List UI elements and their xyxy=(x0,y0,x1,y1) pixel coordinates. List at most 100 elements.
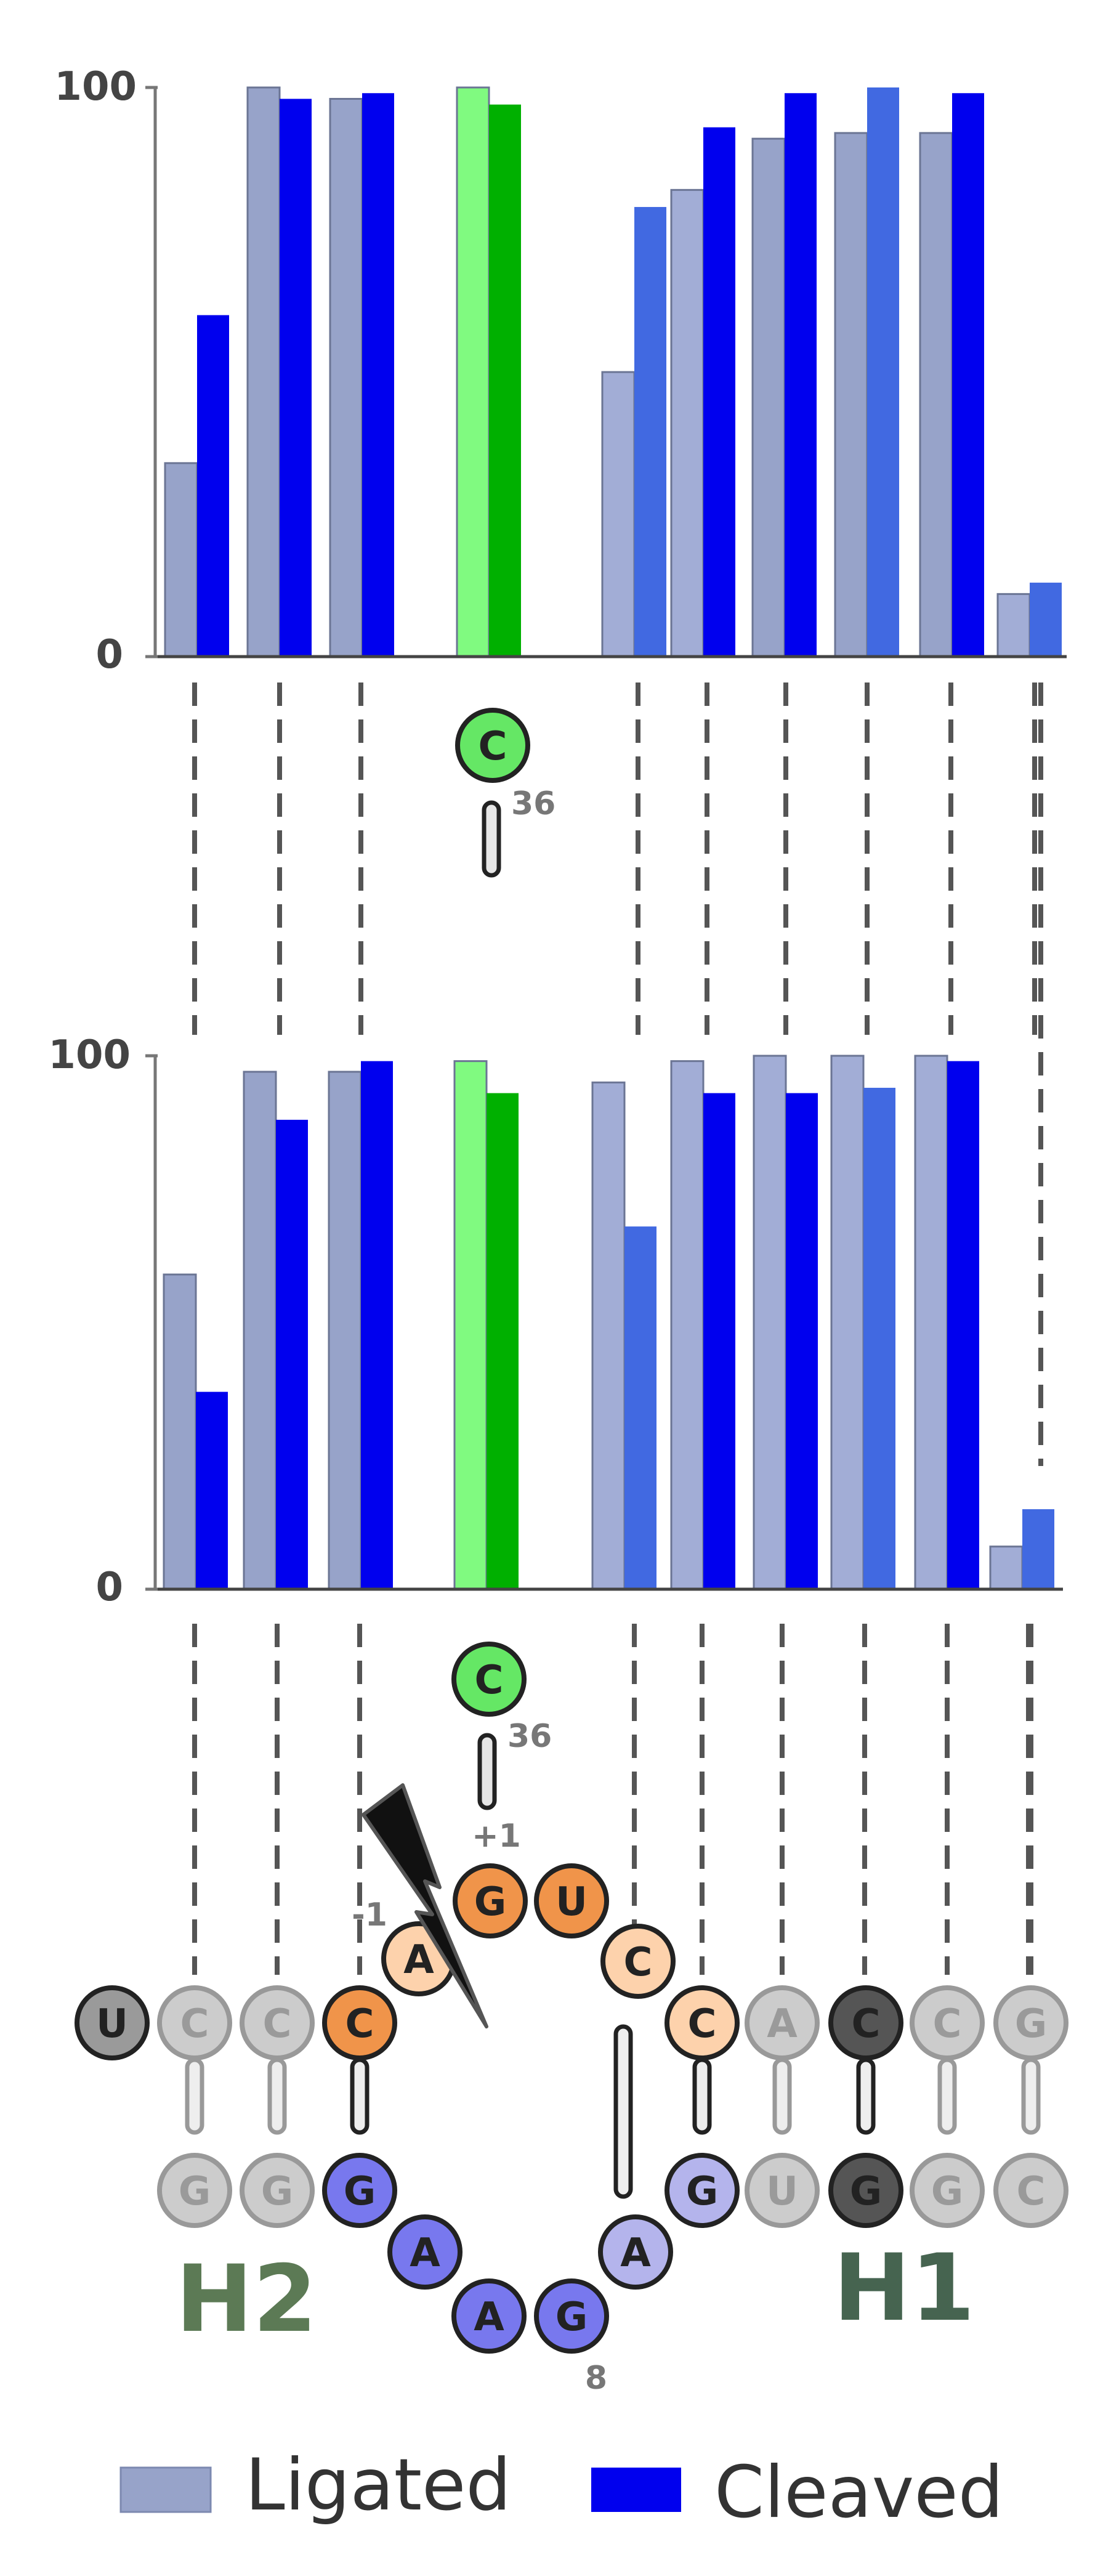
bar-cleaved xyxy=(947,1061,979,1589)
nucleotide-letter: C xyxy=(933,2001,962,2047)
nucleotide xyxy=(157,1985,232,2060)
rna-structure: U C C CAG UCC A C C GG G GAA GAG U G G C xyxy=(75,1863,1069,2354)
base-pair-bond xyxy=(1021,2057,1041,2135)
nucleotide-letter: G xyxy=(344,2169,376,2214)
nucleotide xyxy=(910,2153,985,2228)
bar-cleaved xyxy=(867,87,899,657)
nucleotide-letter: U xyxy=(96,2001,128,2047)
nucleotide-letter: C xyxy=(852,2001,881,2047)
nucleotide-letter: C xyxy=(624,1940,653,1985)
bar-ligated xyxy=(328,1071,362,1590)
nucleotide xyxy=(322,1985,397,2060)
nucleotide xyxy=(534,2278,609,2354)
h2-label: H2 xyxy=(176,2246,317,2353)
nucleotide xyxy=(665,1985,740,2060)
h1-label: H1 xyxy=(833,2235,975,2342)
bar-ligated xyxy=(243,1071,277,1590)
nucleotide xyxy=(745,1985,820,2060)
base-pair-bond xyxy=(856,2057,876,2135)
nucleotide xyxy=(910,1985,985,2060)
nucleotide-letter: G xyxy=(1015,2001,1048,2047)
bar-ligated xyxy=(246,86,281,658)
nucleotide xyxy=(600,1924,676,1999)
bar-cleaved xyxy=(487,1093,519,1589)
nucleotide xyxy=(993,2153,1069,2228)
legend-swatch-cleaved xyxy=(591,2468,681,2512)
nucleotide xyxy=(322,2153,397,2228)
chart-1-ytick-label-100: 100 xyxy=(54,64,137,110)
connector-2: C 36 +1 xyxy=(451,1642,552,1855)
bar-ligated xyxy=(163,1273,197,1590)
nucleotide xyxy=(828,2153,903,2228)
nucleotide-letter: G xyxy=(931,2169,964,2214)
base-pair-bond xyxy=(772,2057,792,2135)
bar-cleaved xyxy=(634,207,666,657)
nucleotide xyxy=(157,2153,232,2228)
legend-label-ligated: Ligated xyxy=(245,2444,511,2527)
bar-cleaved xyxy=(197,315,229,657)
nucleotide-letter: G xyxy=(179,2169,211,2214)
nucleotide-letter: C xyxy=(345,2001,374,2047)
base-pair-bond xyxy=(267,2057,287,2135)
legend-label-cleaved: Cleaved xyxy=(714,2451,1003,2534)
chart-1-ytick-label-0: 0 xyxy=(95,632,123,678)
nucleotide-letter: G xyxy=(261,2169,294,2214)
bar-ligated xyxy=(329,97,363,658)
nucleotide xyxy=(453,1863,528,1938)
base-pair-bond xyxy=(350,2057,370,2135)
base-pair-bond xyxy=(692,2057,712,2135)
nucleotide xyxy=(240,1985,315,2060)
connector-1-nucleotide xyxy=(455,708,530,783)
minus-one-label: -1 xyxy=(352,1897,387,1934)
nucleotide-letter: A xyxy=(410,2230,440,2276)
connector-2-nucleotide xyxy=(451,1642,527,1717)
nucleotide-letter: G xyxy=(850,2169,883,2214)
cleavage-lightning-icon xyxy=(362,1783,488,2028)
bar-ligated xyxy=(456,86,490,658)
nucleotide-letter: A xyxy=(403,1937,434,1983)
bar-ligated xyxy=(164,462,198,658)
bar-cleaved xyxy=(786,1093,818,1589)
nucleotide xyxy=(828,1985,903,2060)
chart-2-ytick-label-0: 0 xyxy=(95,1565,123,1610)
base-pair-bond xyxy=(185,2057,204,2135)
bar-ligated xyxy=(591,1081,626,1590)
connector-1-bond xyxy=(482,800,501,878)
legend-swatch-ligated xyxy=(119,2466,212,2513)
nucleotide xyxy=(993,1985,1069,2060)
bar-cleaved xyxy=(952,93,984,657)
bar-ligated xyxy=(453,1060,488,1590)
bar-cleaved xyxy=(1022,1509,1054,1589)
connector-2-letter: C xyxy=(475,1658,504,1703)
nucleotide xyxy=(534,1863,609,1938)
bar-cleaved xyxy=(489,104,521,657)
bar-ligated xyxy=(996,593,1031,658)
bar-cleaved xyxy=(703,127,735,657)
nucleotide-letter: A xyxy=(474,2295,504,2340)
connector-1: C 36 xyxy=(455,708,555,878)
bar-cleaved xyxy=(361,1061,393,1589)
bar-cleaved xyxy=(362,93,394,657)
bar-ligated xyxy=(834,132,868,658)
connector-1-number: 36 xyxy=(511,785,555,822)
bar-ligated xyxy=(989,1545,1024,1590)
nucleotide-letter: C xyxy=(180,2001,209,2047)
bar-ligated xyxy=(670,1060,705,1590)
chart-2-bars xyxy=(163,1055,1054,1590)
base-pair-bond xyxy=(937,2057,957,2135)
nucleotide-letter: C xyxy=(263,2001,292,2047)
bar-cleaved xyxy=(703,1093,735,1589)
bar-ligated xyxy=(601,371,636,658)
nucleotide-letter: A xyxy=(620,2230,651,2276)
nucleotide-letter: A xyxy=(767,2001,798,2047)
nucleotide-letter: G xyxy=(555,2295,588,2340)
legend: Ligated Cleaved xyxy=(119,2444,1003,2534)
nucleotide-letter: U xyxy=(555,1879,588,1925)
bar-ligated xyxy=(919,132,953,658)
nucleotide xyxy=(745,2153,820,2228)
bar-cleaved xyxy=(280,99,312,657)
nucleotide xyxy=(387,2214,463,2290)
nucleotide-letter: G xyxy=(474,1879,507,1925)
nucleotide-letter: C xyxy=(688,2001,717,2047)
bar-ligated xyxy=(830,1055,865,1590)
